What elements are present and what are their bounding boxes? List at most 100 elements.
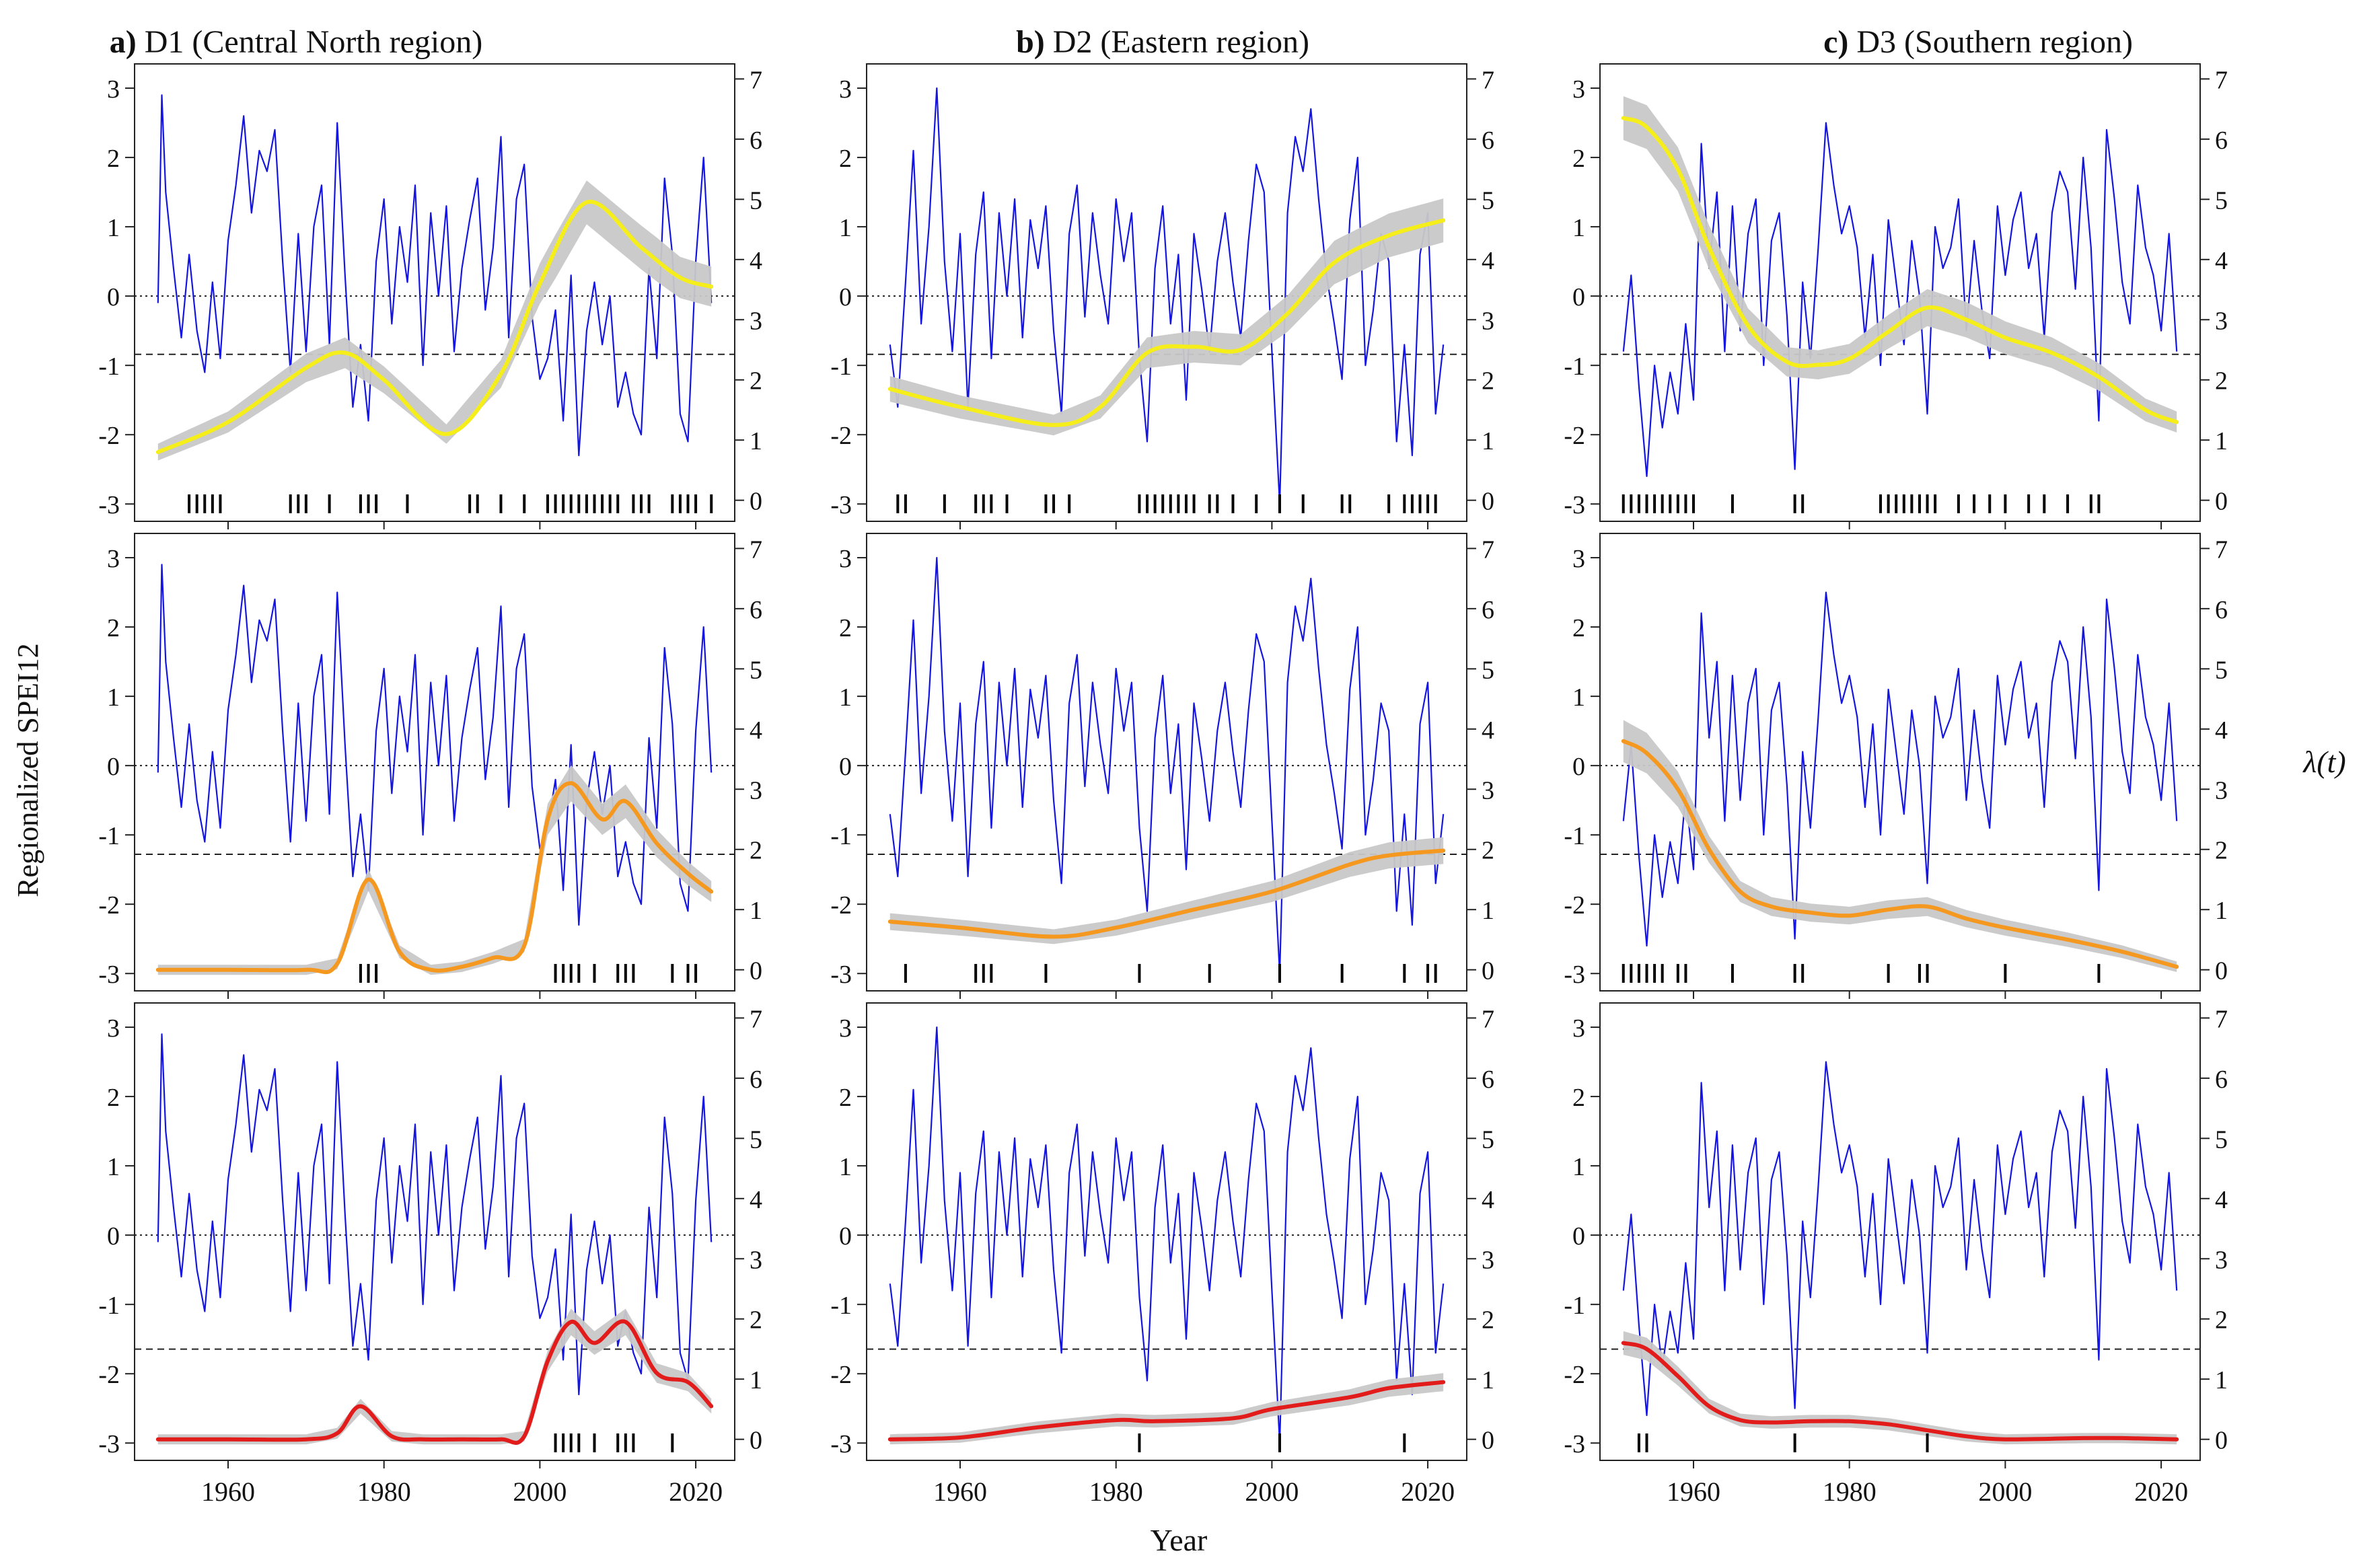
panel-r2-c2: -3 -2 -1 0 1 2 3 0 1 2 3 4 5 6 7 — [830, 533, 1494, 999]
panel-r1-c3: -3 -2 -1 0 1 2 3 0 1 2 3 4 5 6 7 — [1564, 63, 2228, 529]
panel-r3-c1: -3 -2 -1 0 1 2 3 0 1 2 3 4 5 6 7 1960 1980 2000 2020 — [98, 1002, 762, 1507]
y-left-tick-label: 2 — [107, 145, 120, 173]
y-right-tick-label: 3 — [2215, 1246, 2228, 1274]
y-left-tick-label: -3 — [1564, 1430, 1585, 1458]
y-left-tick-label: -2 — [830, 1361, 852, 1389]
y-left-tick-label: -1 — [1564, 1292, 1585, 1320]
y-right-tick-label: 3 — [1482, 307, 1494, 335]
y-left-tick-label: -3 — [98, 491, 120, 519]
y-left-tick-label: -1 — [98, 1292, 120, 1320]
y-right-tick-label: 1 — [2215, 427, 2228, 455]
y-right-tick-label: 4 — [2215, 716, 2228, 745]
y-right-tick-label: 1 — [750, 427, 762, 455]
y-right-tick-label: 1 — [1482, 1366, 1494, 1394]
y-left-tick-label: 3 — [1572, 545, 1585, 573]
lambda-confidence-band — [889, 198, 1444, 436]
x-tick-label: 2000 — [1245, 1477, 1299, 1507]
panel-title-c: c) D3 (Southern region) — [1823, 24, 2133, 60]
y-left-tick-label: 1 — [839, 214, 852, 242]
y-right-tick-label: 6 — [750, 1066, 762, 1094]
panel-r3-c3: -3 -2 -1 0 1 2 3 0 1 2 3 4 5 6 7 1960 1980 2000 2020 — [1564, 1002, 2228, 1507]
lambda-curve — [887, 218, 1446, 427]
y-left-tick-label: 2 — [839, 145, 852, 173]
y-right-tick-label: 5 — [1482, 1125, 1494, 1154]
y-left-tick-label: 1 — [839, 683, 852, 712]
x-axis-label: Year — [1151, 1523, 1208, 1557]
y-right-tick-label: 7 — [2215, 66, 2228, 94]
y-right-tick-label: 7 — [750, 1005, 762, 1033]
y-right-tick-label: 2 — [2215, 367, 2228, 396]
y-left-tick-label: 1 — [107, 683, 120, 712]
y-right-tick-label: 7 — [2215, 535, 2228, 564]
panel-r2-c1: -3 -2 -1 0 1 2 3 0 1 2 3 4 5 6 7 — [98, 533, 762, 999]
lambda-curve — [887, 848, 1446, 939]
y-left-tick-label: 3 — [1572, 75, 1585, 104]
y-left-tick-label: -3 — [98, 961, 120, 989]
y-right-tick-label: 1 — [1482, 427, 1494, 455]
y-right-tick-label: 7 — [2215, 1005, 2228, 1033]
y-right-tick-label: 0 — [1482, 957, 1494, 985]
y-left-tick-label: 0 — [1572, 753, 1585, 781]
lambda-curve — [1621, 739, 2179, 969]
y-left-tick-label: 3 — [107, 1014, 120, 1043]
x-tick-label: 2020 — [2134, 1477, 2188, 1507]
y-left-tick-label: -1 — [830, 822, 852, 850]
y-left-tick-label: -2 — [98, 422, 120, 450]
y-right-tick-label: 0 — [750, 957, 762, 985]
x-tick-label: 2020 — [669, 1477, 723, 1507]
y-right-tick-label: 3 — [2215, 776, 2228, 805]
y-right-tick-label: 4 — [750, 1186, 762, 1214]
panel-frame — [866, 533, 1467, 992]
y-left-tick-label: -1 — [98, 822, 120, 850]
y-left-tick-label: 1 — [107, 1153, 120, 1181]
y-left-tick-label: 2 — [1572, 614, 1585, 642]
spei-series-line — [157, 94, 713, 457]
y-right-tick-label: 2 — [1482, 837, 1494, 865]
y-right-tick-label: 1 — [750, 897, 762, 925]
lambda-curve — [1621, 1341, 2179, 1442]
y-right-tick-label: 2 — [750, 1306, 762, 1335]
spei-series-line — [889, 87, 1445, 505]
y-left-tick-label: 2 — [839, 614, 852, 642]
y-right-tick-label: 6 — [2215, 596, 2228, 624]
y-left-tick-label: 0 — [107, 1222, 120, 1250]
panel-frame — [1599, 1002, 2201, 1461]
y-right-tick-label: 5 — [2215, 656, 2228, 684]
y-right-tick-label: 0 — [750, 1427, 762, 1455]
panel-frame — [134, 533, 735, 992]
y-left-tick-label: 2 — [839, 1084, 852, 1112]
x-tick-label: 1980 — [357, 1477, 411, 1507]
y-right-tick-label: 5 — [2215, 1125, 2228, 1154]
y-left-tick-label: 3 — [107, 545, 120, 573]
y-left-tick-label: -2 — [98, 1361, 120, 1389]
lambda-confidence-band — [157, 180, 712, 461]
spei-series-line — [157, 1033, 713, 1396]
y-right-tick-label: 7 — [1482, 535, 1494, 564]
panel-frame — [866, 63, 1467, 522]
y-right-tick-label: 2 — [2215, 1306, 2228, 1335]
y-right-tick-label: 0 — [2215, 957, 2228, 985]
y-left-tick-label: -3 — [830, 961, 852, 989]
y-right-tick-label: 3 — [2215, 307, 2228, 335]
lambda-curve — [1621, 116, 2179, 424]
panel-frame — [134, 63, 735, 522]
y-left-tick-label: 3 — [839, 545, 852, 573]
y-right-tick-label: 7 — [1482, 66, 1494, 94]
y-left-tick-label: -1 — [98, 352, 120, 381]
spei-series-line — [157, 564, 713, 926]
y-right-tick-label: 6 — [1482, 596, 1494, 624]
y-axis-label-left: Regionalized SPEI12 — [11, 643, 44, 897]
y-right-tick-label: 4 — [750, 716, 762, 745]
y-right-tick-label: 0 — [2215, 488, 2228, 516]
y-right-tick-label: 3 — [1482, 776, 1494, 805]
y-left-tick-label: -3 — [1564, 961, 1585, 989]
lambda-curve — [155, 1319, 714, 1445]
y-right-tick-label: 2 — [2215, 837, 2228, 865]
y-left-tick-label: -3 — [1564, 491, 1585, 519]
y-right-tick-label: 4 — [1482, 1186, 1494, 1214]
y-right-tick-label: 1 — [2215, 1366, 2228, 1394]
y-left-tick-label: -3 — [98, 1430, 120, 1458]
panel-grid: -3 -2 -1 0 1 2 3 0 1 2 3 4 5 6 7 -3 -2 -1 0 1 2 3 0 1 2 3 4 5 6 7 -3 -2… — [98, 63, 2228, 1507]
y-right-tick-label: 5 — [750, 1125, 762, 1154]
